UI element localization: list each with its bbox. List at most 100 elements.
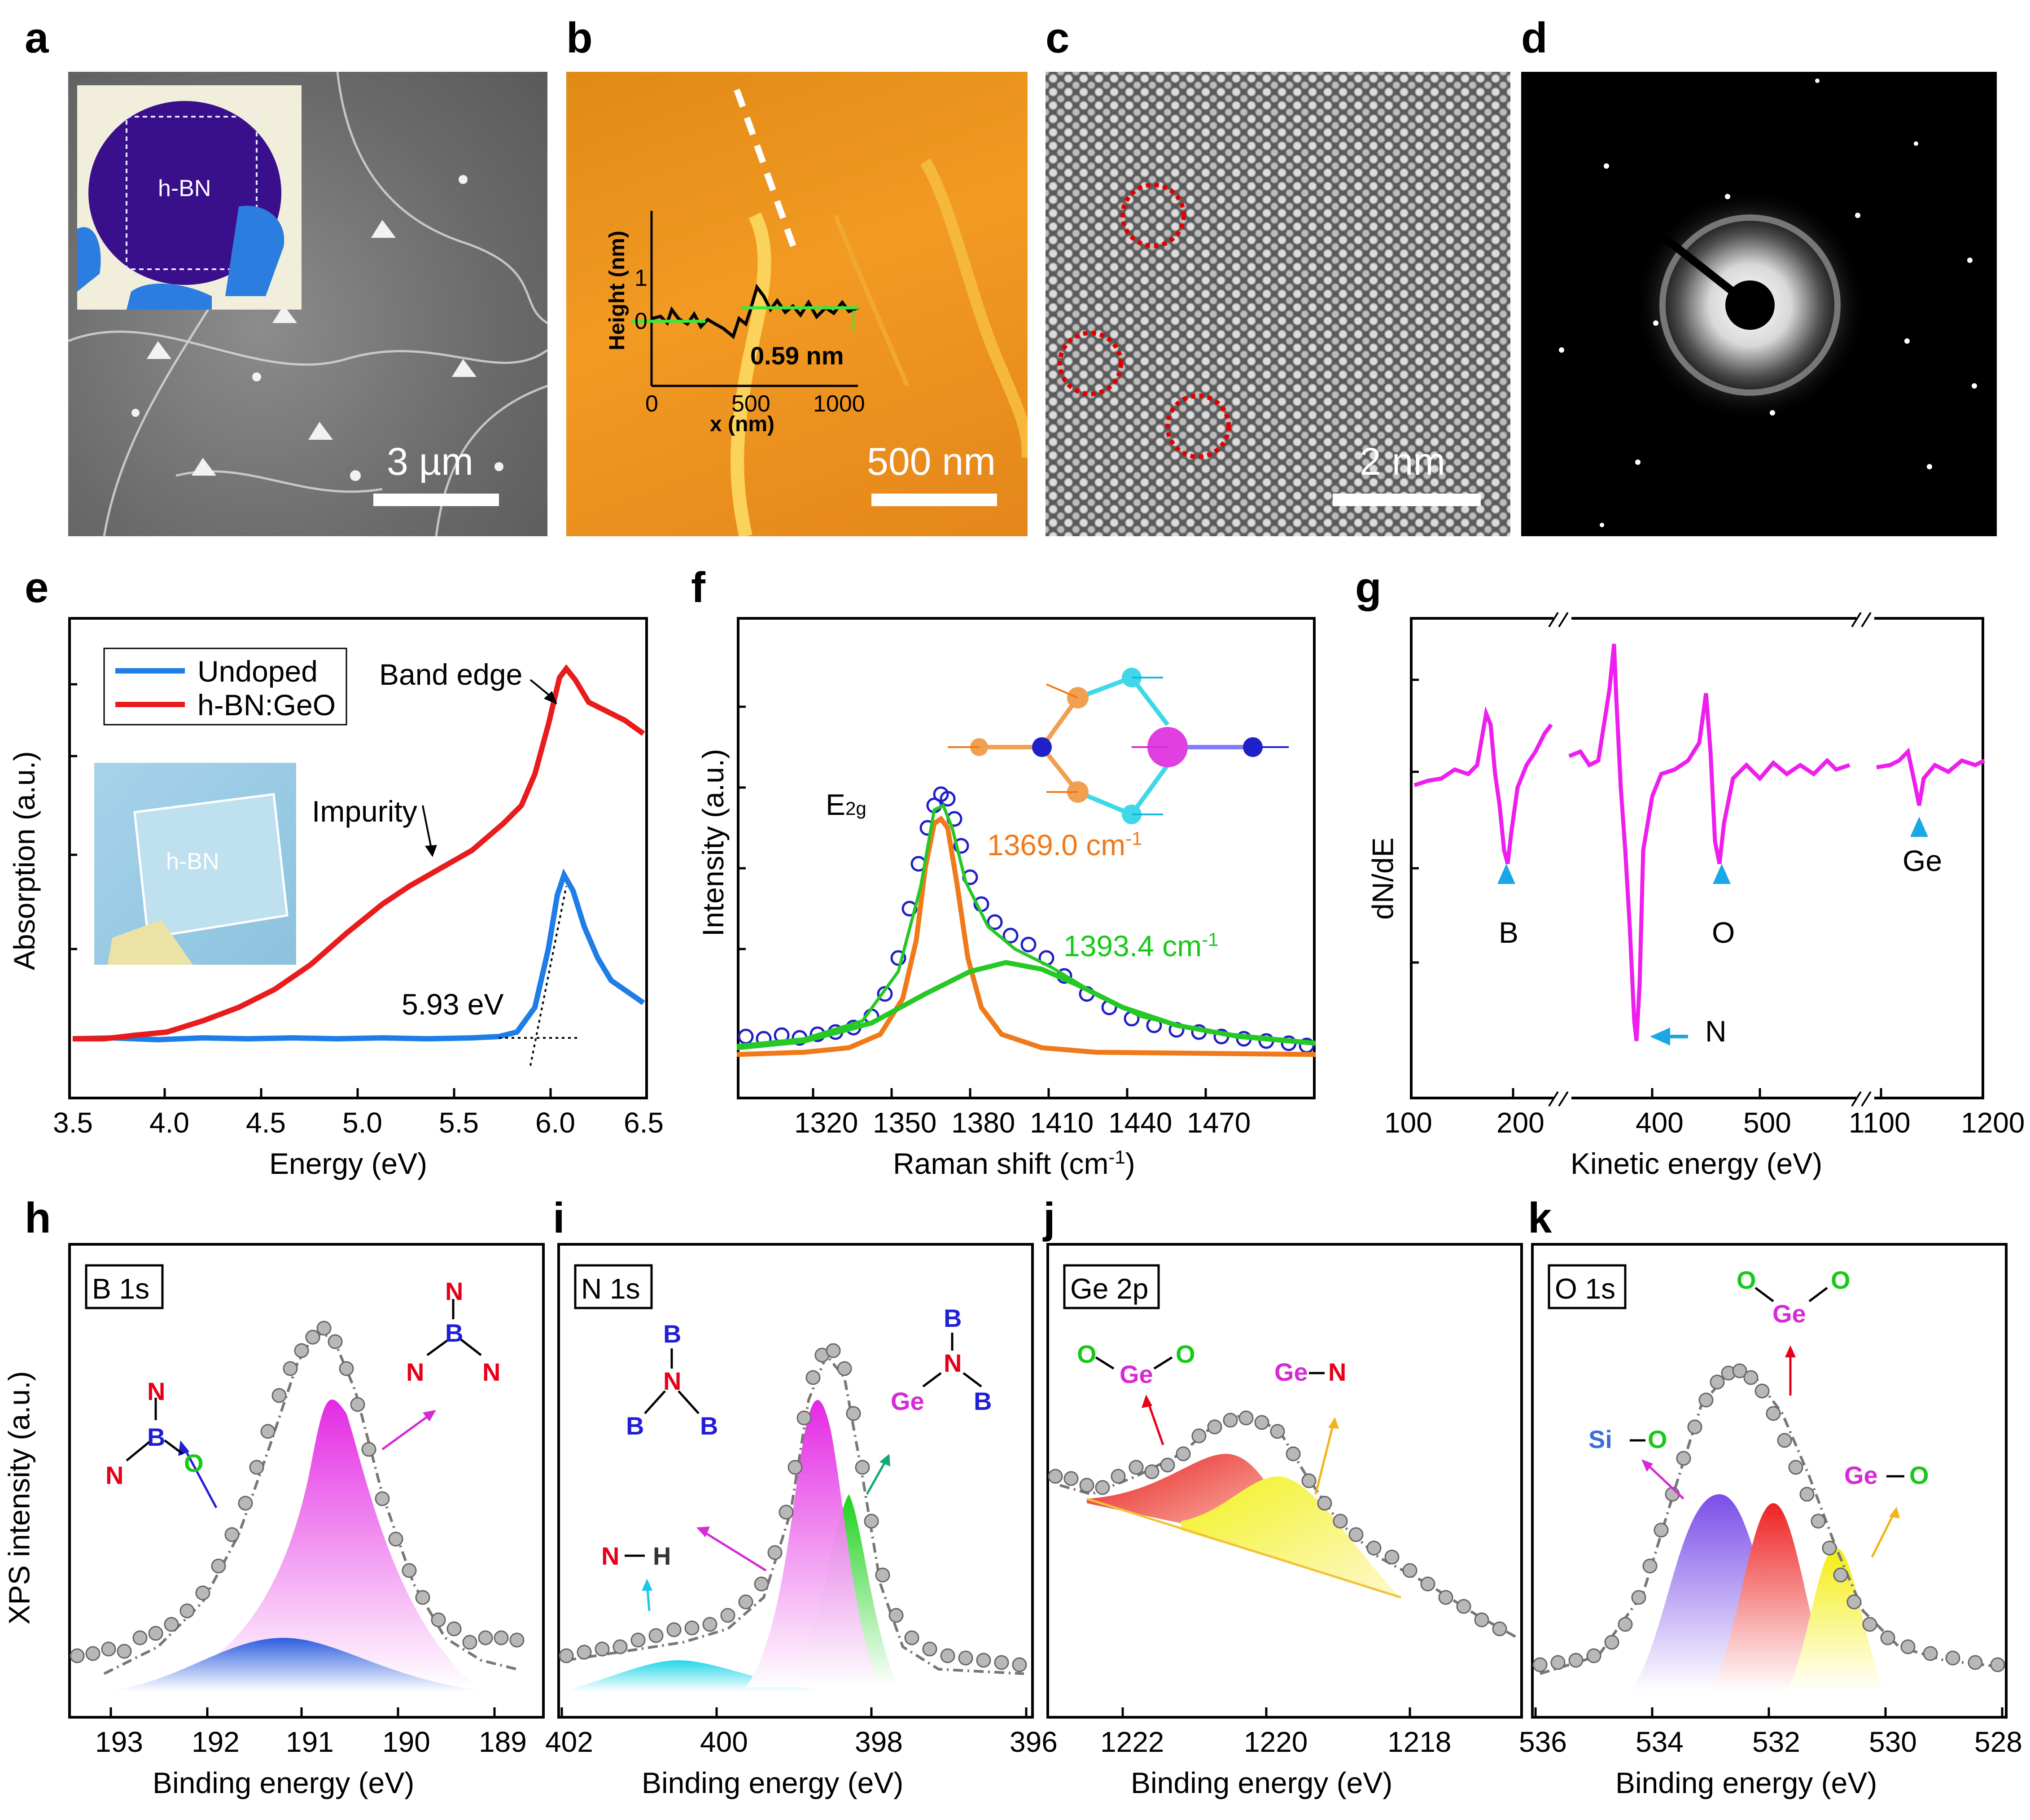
k-xtick-1: 534: [1636, 1726, 1684, 1758]
i-atom-B2-top: B: [944, 1304, 962, 1332]
mode-label-main: E: [826, 788, 846, 821]
step-height-label: 0.59 nm: [750, 341, 844, 370]
panel-label-c: c: [1046, 14, 1070, 62]
band-edge-label: Band edge: [379, 658, 523, 691]
doped-spectrum: [73, 664, 645, 1041]
e-xtick-2: 4.5: [246, 1107, 286, 1139]
marker-B: [1497, 864, 1515, 884]
auger-plot: [1410, 604, 1986, 1113]
h-xlabel: Binding energy (eV): [153, 1766, 415, 1799]
peak2-sup: -1: [1202, 929, 1219, 950]
k-xtick-0: 536: [1519, 1726, 1567, 1758]
hbn-film-photo: h-BN: [94, 763, 296, 965]
f-xlabel-sup: -1: [1108, 1146, 1125, 1168]
peak-B-label: B: [1499, 916, 1519, 949]
g-xlabel: Kinetic energy (eV): [1571, 1147, 1823, 1180]
g-xtick-4: 1100: [1849, 1107, 1911, 1139]
g-ylabel: dN/dE: [1366, 837, 1400, 920]
panel-label-f: f: [691, 564, 705, 612]
afm-texture: [731, 88, 1028, 536]
panel-label-b: b: [566, 14, 593, 62]
h-xtick-3: 190: [382, 1726, 430, 1758]
scale-bar-c: [1333, 494, 1481, 506]
e-xtick-4: 5.5: [439, 1107, 479, 1139]
k-xtick-4: 528: [1974, 1726, 2022, 1758]
wafer-inset: h-BN: [77, 85, 302, 310]
i-atom-B-top: B: [663, 1320, 682, 1348]
k-atom-O-si: O: [1648, 1425, 1667, 1453]
b1s-bno-component: [104, 1638, 494, 1692]
auger-segment-2: [1568, 643, 1851, 1041]
j-xtick-1: 1220: [1244, 1726, 1308, 1758]
legend-doped: h-BN:GeO: [197, 688, 336, 722]
inset-ylabel: Height (nm): [605, 231, 629, 350]
xps-o1s-plot: [1532, 1264, 2005, 1719]
i-xlabel: Binding energy (eV): [642, 1766, 904, 1799]
ge2p-gen-component: [1181, 1476, 1401, 1597]
h-atom-B2: B: [445, 1319, 464, 1347]
xps-n1s-plot: [559, 1264, 1028, 1719]
h-atom-N2-left: N: [406, 1358, 424, 1386]
afm-image: 1 0 0 500 1000 x (nm) Height (nm) 0.59 n…: [566, 72, 1028, 536]
inset-xtick-500: 500: [731, 391, 770, 417]
g-xtick-5: 1200: [1961, 1107, 2025, 1139]
panel-label-i: i: [553, 1194, 565, 1242]
k-xtick-2: 532: [1752, 1726, 1800, 1758]
f-xtick-4: 1440: [1108, 1107, 1172, 1139]
phonon-mode-sketch: [970, 668, 1263, 824]
plot-frame-f: [737, 617, 1316, 1099]
g-xtick-1: 200: [1496, 1107, 1544, 1139]
impurity-label: Impurity: [312, 795, 417, 828]
peak-O-label: O: [1712, 916, 1735, 949]
height-profile-chart: [631, 211, 859, 387]
inset-xlabel: x (nm): [710, 412, 774, 436]
k-atom-O-ge: O: [1909, 1461, 1929, 1489]
k-atom-Ge2: Ge: [1844, 1461, 1878, 1489]
h-atom-N-left: N: [105, 1461, 124, 1489]
fit-envelope: [736, 803, 1316, 1047]
gap-label: 5.93 eV: [402, 988, 504, 1021]
i-xtick-1: 400: [700, 1726, 748, 1758]
h-atom-B: B: [147, 1423, 166, 1451]
f-xtick-0: 1320: [794, 1107, 858, 1139]
panel-label-k: k: [1528, 1194, 1552, 1242]
i-atom-H: H: [653, 1542, 671, 1570]
j-xtick-2: 1218: [1387, 1726, 1452, 1758]
b1s-bn-component: [136, 1399, 472, 1687]
fit-peak-1369: [736, 815, 1316, 1057]
j-atom-O-right: O: [1176, 1340, 1195, 1368]
height-profile-line: [651, 284, 859, 339]
j-title: Ge 2p: [1070, 1273, 1149, 1305]
k-xlabel: Binding energy (eV): [1615, 1766, 1877, 1799]
e-xtick-3: 5.0: [342, 1107, 382, 1139]
j-xlabel: Binding energy (eV): [1131, 1766, 1393, 1799]
h-atom-N-top: N: [147, 1377, 166, 1405]
h-title: B 1s: [92, 1273, 150, 1305]
xps-ge2p-plot: [1048, 1264, 1518, 1719]
e-xtick-5: 6.0: [535, 1107, 575, 1139]
i-atom-N-nh: N: [601, 1542, 620, 1570]
plot-frame-i: [557, 1243, 1034, 1719]
i-xtick-2: 398: [855, 1726, 903, 1758]
j-atom-Ge2: Ge: [1274, 1358, 1308, 1386]
mode-label-sub: 2g: [845, 798, 866, 819]
marker-N: [1650, 1028, 1670, 1046]
n1s-bn-component: [746, 1400, 880, 1687]
i-atom-N2: N: [944, 1349, 962, 1377]
f-xlabel: Raman shift (cm-1): [893, 1146, 1135, 1181]
ticks-e: [68, 683, 552, 1099]
panel-label-e: e: [25, 564, 49, 612]
f-xtick-5: 1470: [1187, 1107, 1251, 1139]
f-xtick-1: 1350: [873, 1107, 937, 1139]
mode-label: E2g: [826, 788, 866, 822]
film-photo-label: h-BN: [166, 849, 219, 875]
i-atom-B2-right: B: [974, 1387, 992, 1415]
scale-bar-a: [373, 494, 499, 506]
g-xtick-3: 500: [1743, 1107, 1791, 1139]
saed-pattern: [1521, 72, 1997, 536]
i-atom-B-right: B: [700, 1412, 718, 1440]
peak1-label: 1369.0 cm-1: [987, 828, 1142, 862]
inset-ytick-0: 0: [634, 308, 648, 334]
j-atom-Ge: Ge: [1120, 1360, 1153, 1388]
g-xtick-2: 400: [1636, 1107, 1684, 1139]
